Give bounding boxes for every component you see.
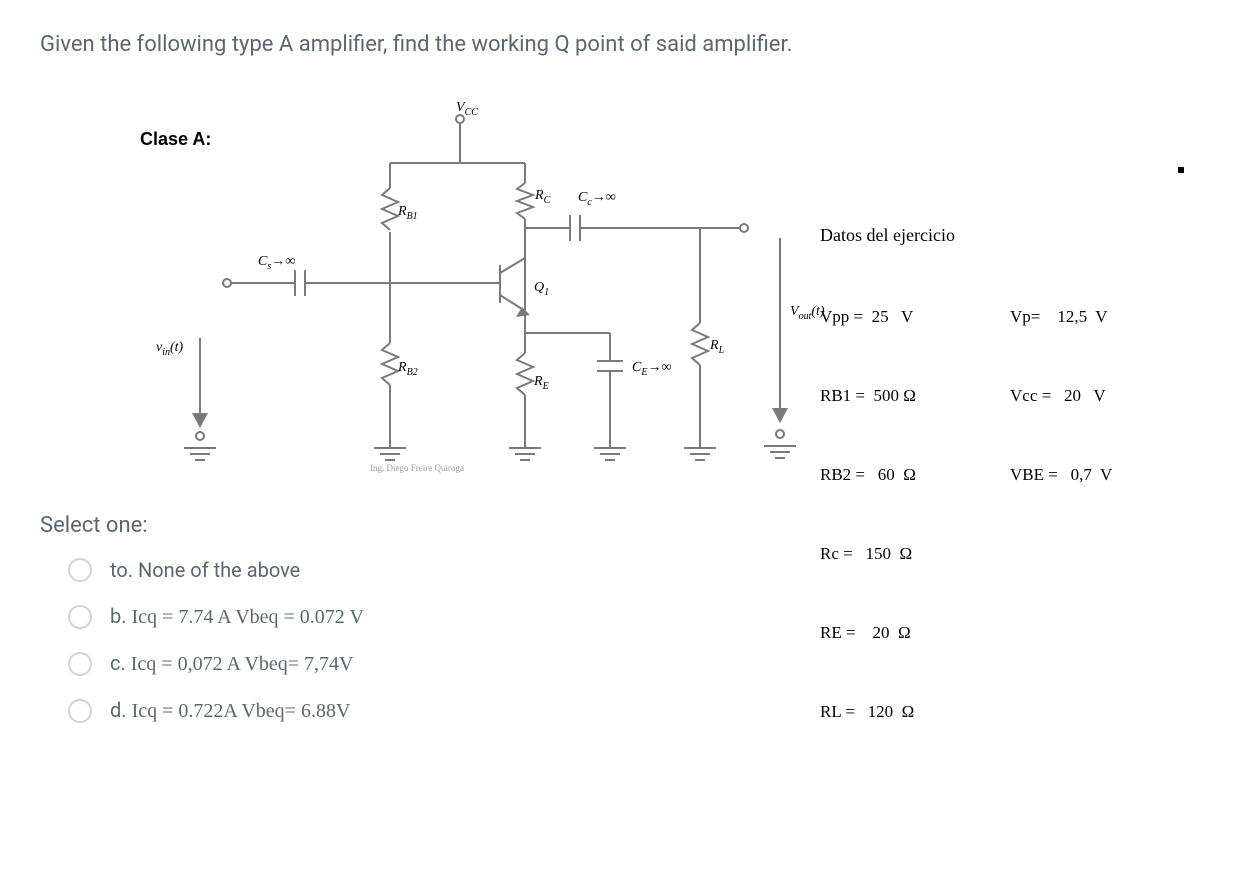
datos-l1: RB1 = 500 Ω (820, 383, 1010, 409)
svg-text:RB1: RB1 (397, 204, 418, 222)
svg-text:RE: RE (533, 374, 549, 392)
datos-l3: Rc = 150 Ω (820, 541, 1010, 567)
datos-r0: Vp= 12,5 V (1010, 304, 1180, 330)
datos-r2: VBE = 0,7 V (1010, 462, 1180, 488)
circuit-diagram: VCC RB1 RC Cc→∞ (140, 93, 840, 473)
figure: Clase A: VCC RB1 RC (100, 93, 1200, 473)
svg-text:Cs→∞: Cs→∞ (258, 254, 295, 272)
svg-text:vin(t): vin(t) (156, 340, 184, 358)
option-b-label: b. Icq = 7.74 A Vbeq = 0.072 V (110, 604, 364, 629)
datos-box: Datos del ejercicio Vpp = 25 VVp= 12,5 V… (820, 169, 1180, 778)
svg-text:RB2: RB2 (397, 360, 418, 378)
datos-l4: RE = 20 Ω (820, 620, 1010, 646)
datos-l5: RL = 120 Ω (820, 699, 1010, 725)
datos-l0: Vpp = 25 V (820, 304, 1010, 330)
radio-icon[interactable] (68, 558, 92, 582)
question-text: Given the following type A amplifier, fi… (40, 32, 1202, 57)
datos-l2: RB2 = 60 Ω (820, 462, 1010, 488)
svg-text:Q1: Q1 (534, 280, 549, 298)
option-c-label: c. Icq = 0,072 A Vbeq= 7,74V (110, 651, 353, 676)
radio-icon[interactable] (68, 652, 92, 676)
svg-text:CE→∞: CE→∞ (632, 360, 671, 378)
radio-icon[interactable] (68, 699, 92, 723)
svg-text:Cc→∞: Cc→∞ (578, 190, 616, 208)
svg-text:RC: RC (534, 188, 551, 206)
svg-text:Ing. Diego Freire Quiroga: Ing. Diego Freire Quiroga (370, 463, 464, 473)
option-d-label: d. Icq = 0.722A Vbeq= 6.88V (110, 698, 350, 723)
datos-r1: Vcc = 20 V (1010, 383, 1180, 409)
svg-text:RL: RL (709, 338, 725, 356)
option-a-label: to. None of the above (110, 558, 300, 582)
radio-icon[interactable] (68, 605, 92, 629)
datos-title: Datos del ejercicio (820, 222, 1180, 250)
